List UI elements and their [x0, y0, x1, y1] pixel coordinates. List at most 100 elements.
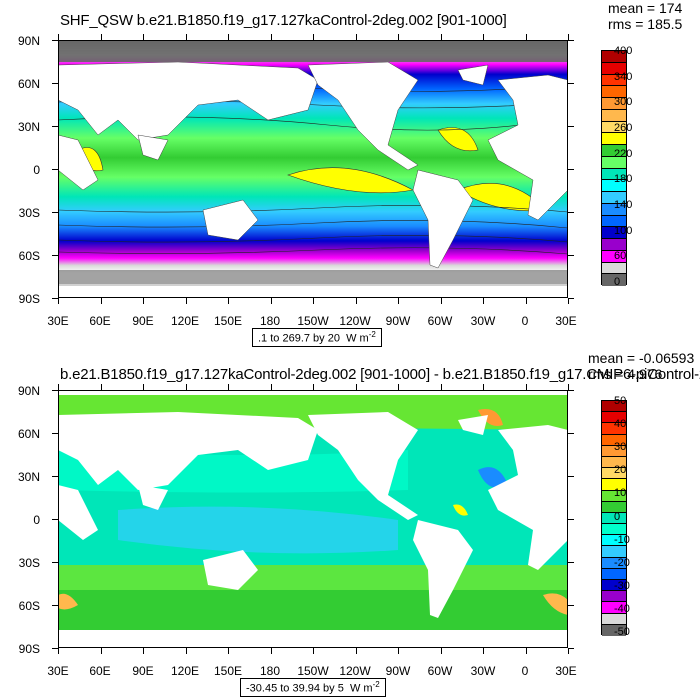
axis-tick [52, 298, 58, 299]
contour-range-box: -30.45 to 39.94 by 5 W m-2 [240, 678, 386, 697]
mean-stat: mean = -0.06593 [588, 350, 695, 366]
axis-tick [568, 34, 569, 40]
colorbar-swatch [602, 468, 626, 480]
axis-tick [440, 34, 442, 40]
lat-label: 60N [17, 427, 40, 441]
colorbar-swatch [602, 51, 626, 63]
colorbar-swatch [602, 239, 626, 251]
lat-label: 30N [17, 470, 40, 484]
colorbar-label: 20 [614, 464, 627, 477]
colorbar-swatch [602, 156, 626, 169]
axis-tick [440, 298, 442, 304]
lon-label: 30W [470, 314, 496, 328]
axis-tick [313, 384, 314, 390]
panel-title: b.e21.B1850.f19_g17.127kaControl-2deg.00… [60, 366, 700, 383]
axis-tick [568, 40, 574, 41]
colorbar-label: -30 [614, 579, 630, 592]
colorbar-swatch [602, 501, 626, 513]
colorbar-label: 260 [614, 122, 633, 134]
axis-tick [313, 298, 314, 304]
axis-tick [100, 298, 102, 304]
axis-tick [270, 648, 272, 654]
axis-tick [52, 648, 58, 649]
lat-label: 0 [33, 513, 40, 527]
rms-stat: rms = 185.5 [608, 16, 683, 32]
colorbar-swatch [602, 250, 626, 263]
axis-tick [52, 40, 58, 41]
axis-tick [525, 384, 527, 390]
colorbar-swatch [602, 203, 626, 216]
colorbar-label: 300 [614, 96, 633, 109]
lon-label: 30E [47, 314, 69, 328]
axis-tick [52, 390, 58, 391]
colorbar-label: -50 [614, 626, 630, 638]
lon-label: 150W [297, 314, 329, 328]
lat-label: 90N [17, 384, 40, 398]
colorbar-swatch [602, 145, 626, 157]
colorbar-swatch [602, 74, 626, 87]
axis-tick [52, 605, 58, 606]
lon-label: 150E [213, 664, 243, 678]
colorbar-swatch [602, 86, 626, 98]
axis-tick [568, 384, 569, 390]
axis-tick [143, 384, 144, 390]
lon-label: 120W [339, 664, 371, 678]
lon-label: 120W [339, 314, 371, 328]
axis-tick [100, 384, 102, 390]
colorbar-label: 40 [614, 418, 627, 431]
range-text: .1 to 269.7 by 20 [258, 332, 340, 345]
axis-tick [185, 648, 187, 654]
lon-label: 180 [259, 664, 281, 678]
colorbar-label: 140 [614, 199, 633, 211]
axis-tick [185, 298, 187, 304]
lat-label: 60S [18, 249, 40, 263]
axis-tick [398, 34, 399, 40]
axis-tick [52, 126, 58, 127]
colorbar-swatch [602, 580, 626, 592]
lon-label: 30E [47, 664, 69, 678]
colorbar-swatch [602, 98, 626, 110]
axis-tick [568, 169, 574, 170]
lat-label: 60N [17, 77, 40, 91]
axis-tick [568, 605, 574, 606]
lon-label: 60E [89, 664, 111, 678]
colorbar-label: -10 [614, 533, 630, 546]
colorbar-swatch [602, 624, 626, 636]
colorbar-swatch [602, 557, 626, 569]
lon-label: 30E [555, 314, 577, 328]
axis-tick [270, 34, 272, 40]
map-frame [58, 390, 568, 648]
units-text: W m [346, 332, 369, 345]
lon-label: 120E [170, 314, 200, 328]
axis-tick [398, 648, 399, 654]
axis-tick [52, 562, 58, 563]
axis-tick [58, 34, 59, 40]
axis-tick [270, 384, 272, 390]
colorbar-label: -40 [614, 602, 630, 615]
axis-tick [525, 648, 527, 654]
top-map-panel: SHF_QSW b.e21.B1850.f19_g17.127kaControl… [17, 0, 683, 347]
land-masks [58, 61, 568, 298]
colorbar-label: 340 [614, 70, 633, 83]
axis-tick [228, 298, 229, 304]
lon-label: 90E [132, 664, 154, 678]
lon-label: 60E [89, 314, 111, 328]
colorbar-label: 220 [614, 147, 633, 160]
lat-label: 60S [18, 599, 40, 613]
lat-label: 30S [18, 556, 40, 570]
colorbar-label: 0 [614, 276, 621, 288]
axis-tick [568, 562, 574, 563]
lon-label: 30E [555, 664, 577, 678]
land-masks [58, 412, 568, 648]
axis-tick [355, 648, 357, 654]
colorbar-swatch [602, 568, 626, 580]
axis-tick [355, 384, 357, 390]
lon-label: 30W [470, 664, 496, 678]
axis-tick [568, 390, 574, 391]
colorbar-swatch [602, 121, 626, 134]
axis-tick [143, 34, 144, 40]
axis-tick [313, 34, 314, 40]
axis-tick [58, 384, 59, 390]
lon-label: 180 [259, 314, 281, 328]
lon-label: 90W [385, 664, 411, 678]
